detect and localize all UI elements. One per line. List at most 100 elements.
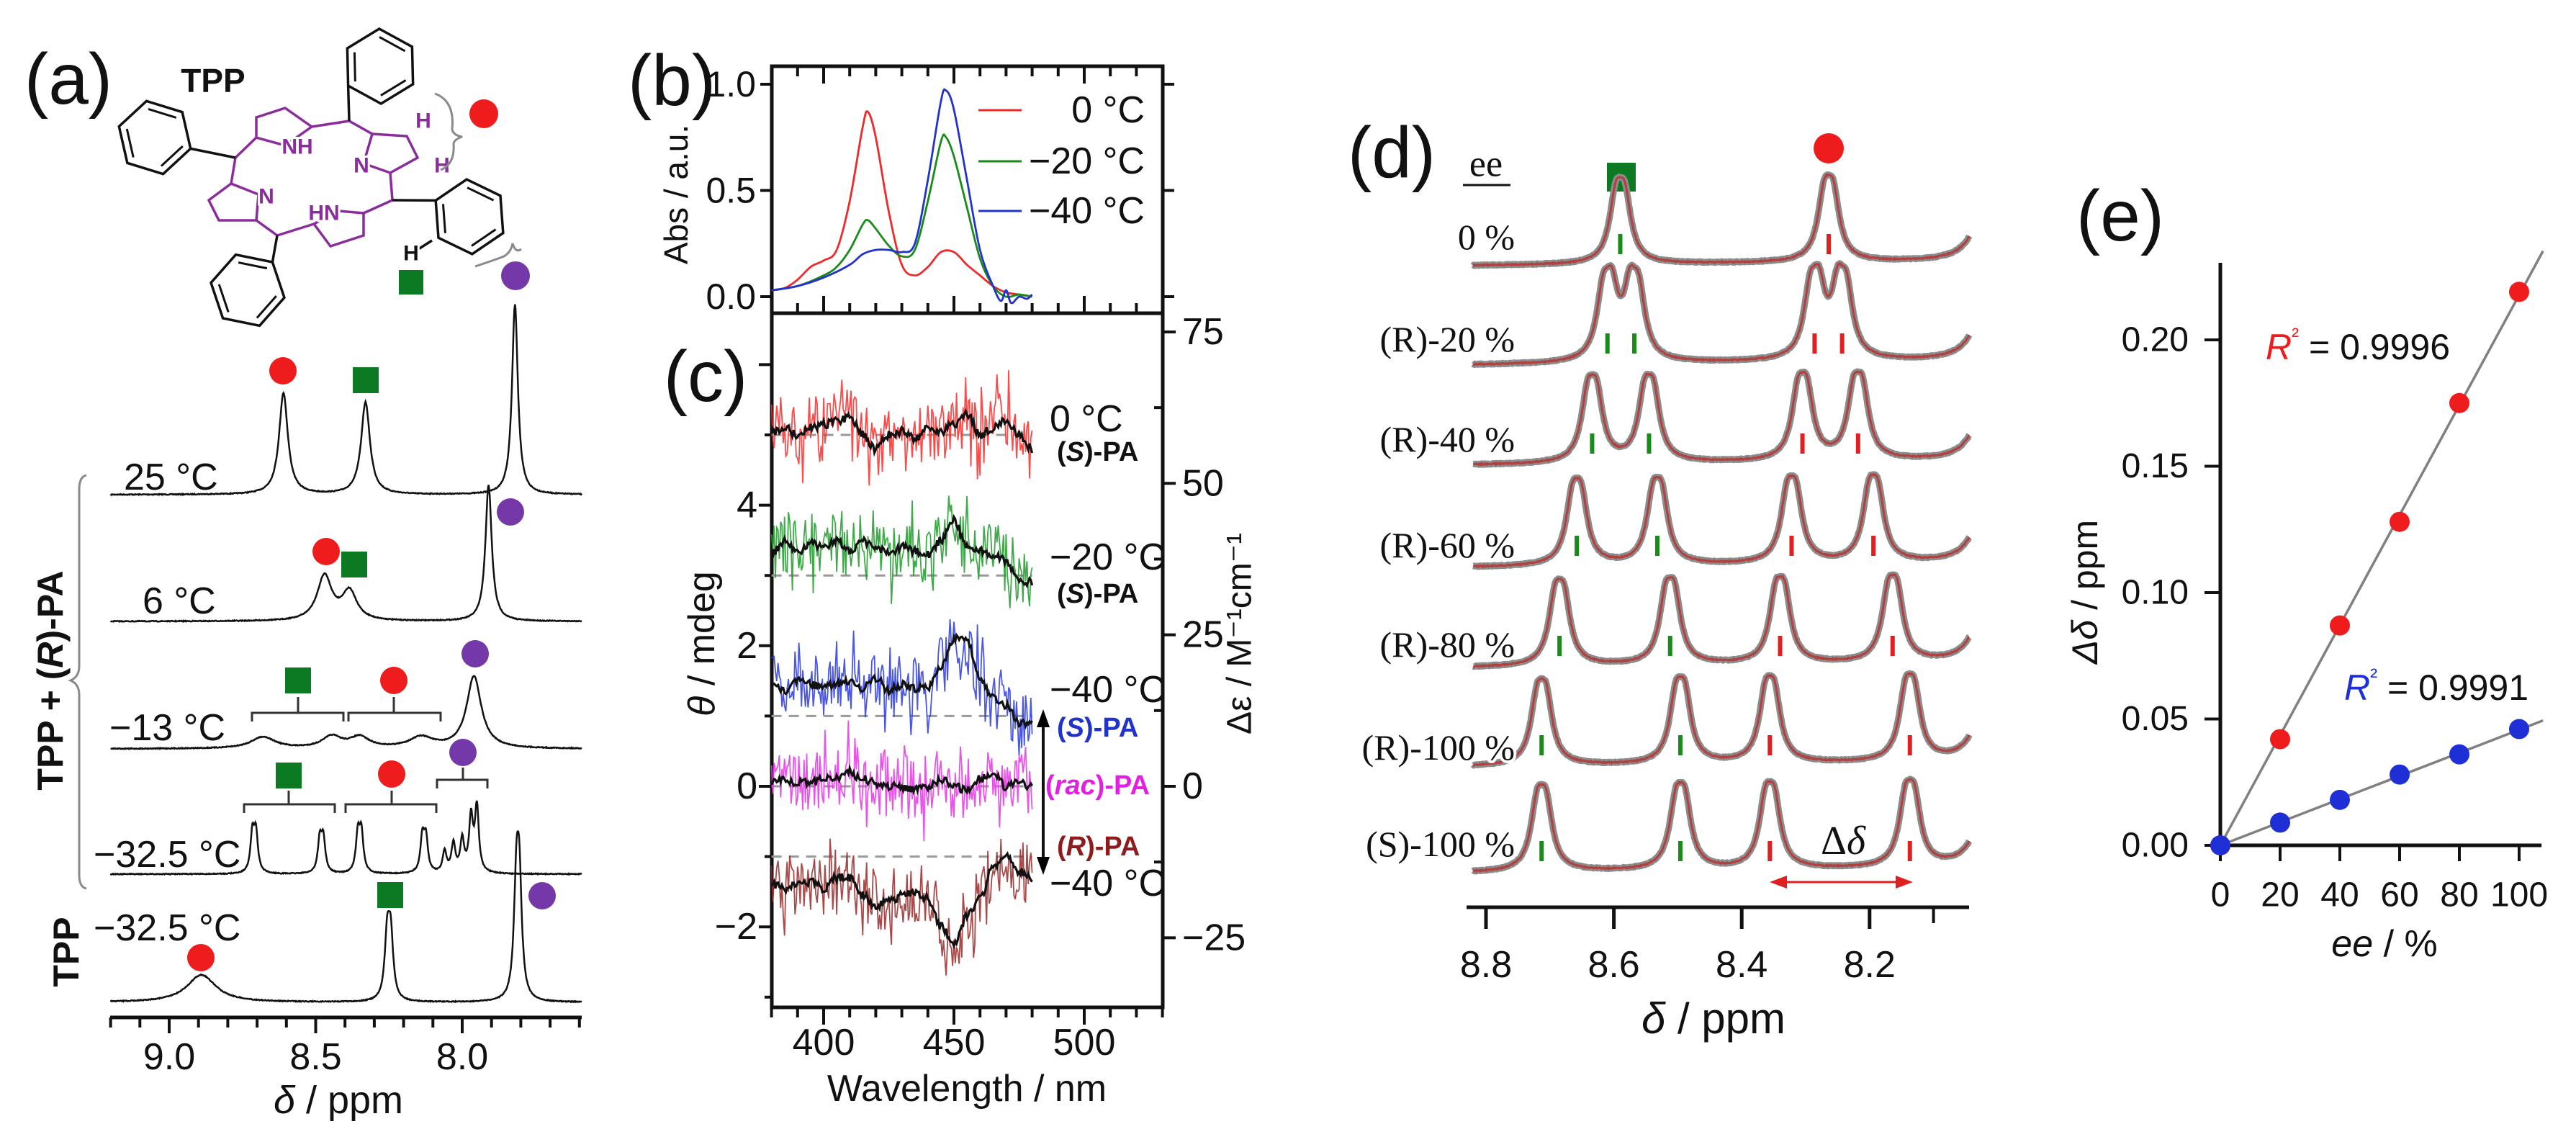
peak-marker-circle	[378, 760, 405, 788]
nmr-trace	[109, 800, 582, 876]
panel-b: (b) 0.0 0.5 1.0 Abs / a.u. 0 °C −20 °C −40 °C	[628, 40, 1174, 317]
ee-row-label: (R)-60 %	[1380, 525, 1515, 565]
marker-circle-red	[469, 99, 498, 128]
nmr-trace-fit	[1472, 572, 1970, 668]
group-label-tpp: TPP	[46, 917, 86, 986]
bond	[190, 147, 236, 159]
double-bond	[217, 284, 230, 313]
y-tick-label: −2	[715, 906, 757, 948]
right-tick-label: 50	[1182, 462, 1224, 504]
x-tick-label: 8.2	[1844, 944, 1896, 986]
group-label-tpp-pa: TPP + (R)-PA	[30, 570, 71, 790]
x-axis-label: δ / ppm	[1641, 994, 1785, 1043]
trace-temperature-label: 25 °C	[124, 457, 218, 498]
pyrrole-ring	[255, 107, 315, 147]
panel-d: (d) ee 0 % (R)-20 % (R)-40 % (R)-60 % (R)-80 %…	[1348, 112, 1973, 1043]
double-bond	[353, 52, 356, 82]
peak-marker-circle	[380, 667, 407, 694]
ee-row-label: (R)-40 %	[1380, 419, 1515, 459]
y-tick-label: 0.05	[2122, 700, 2189, 738]
ee-row-label: (R)-80 %	[1380, 624, 1515, 665]
atom-label: NH	[282, 135, 312, 159]
cd-spectrum-raw	[770, 495, 1033, 608]
y-tick-label: 0.00	[2122, 827, 2189, 865]
multiplet-bracket	[344, 791, 438, 813]
data-point	[2330, 789, 2350, 810]
x-tick-label: 8.0	[436, 1036, 488, 1078]
x-axis-label: Wavelength / nm	[827, 1068, 1107, 1110]
pyrrole-ring	[361, 132, 420, 174]
bond	[348, 120, 373, 135]
trace-temperature-label: −32.5 °C	[94, 907, 240, 949]
atom-label: HN	[308, 202, 339, 225]
right-tick-label: 0	[1182, 765, 1203, 807]
x-tick-label: 60	[2380, 876, 2418, 914]
arrow-head-up	[1037, 709, 1050, 727]
r-squared-label: R² = 0.9996	[2266, 324, 2450, 368]
trace-temperature-label: −32.5 °C	[94, 834, 240, 876]
nmr-trace-fit	[1472, 261, 1971, 367]
nmr-trace-fit	[1472, 778, 1971, 873]
y-tick-label: 0.10	[2122, 574, 2189, 612]
data-point	[2270, 729, 2290, 750]
panel-label-b: (b)	[628, 40, 716, 121]
marker-circle-purple	[501, 261, 530, 290]
data-point	[2330, 615, 2350, 636]
x-tick-label: 8.6	[1588, 944, 1639, 986]
cd-enantiomer-label: (S)-PA	[1057, 579, 1138, 609]
cd-enantiomer-label: (S)-PA	[1057, 713, 1138, 743]
atom-label: H	[415, 109, 431, 133]
cd-temperature-label: −40 °C	[1050, 669, 1166, 711]
ee-row-label: (S)-100 %	[1366, 824, 1515, 864]
bond	[346, 86, 351, 122]
multiplet-bracket	[243, 791, 336, 813]
absorption-spectrum	[771, 88, 1033, 305]
right-tick-label: 75	[1182, 311, 1224, 353]
multiplet-bracket	[436, 768, 489, 788]
y-tick-label: 2	[737, 625, 757, 667]
x-axis-label: ee / %	[2331, 923, 2437, 965]
cd-temperature-label: −20 °C	[1050, 536, 1166, 578]
panel-label-d: (d)	[1348, 112, 1436, 193]
y-axis-label: Abs / a.u.	[657, 125, 695, 264]
arrow-head-down	[1037, 857, 1050, 875]
cd-spectrum-smoothed	[770, 632, 1033, 730]
nmr-trace-experimental	[1470, 260, 1973, 368]
x-tick-label: 100	[2490, 876, 2548, 914]
bond	[230, 157, 237, 184]
cd-spectrum-raw	[770, 370, 1033, 486]
peak-marker-square	[285, 667, 311, 693]
y-tick-label: 4	[737, 485, 757, 526]
absorption-spectrum	[771, 110, 1032, 298]
peak-marker-circle	[528, 882, 556, 909]
nmr-trace	[109, 485, 582, 624]
atom-label: N	[353, 154, 369, 178]
phenyl-ring	[346, 27, 415, 106]
peak-marker-circle	[312, 538, 340, 565]
atom-label: H	[403, 242, 419, 266]
y-axis-label: θ / mdeg	[681, 571, 723, 716]
peak-marker-square	[377, 882, 403, 908]
nmr-trace-fit	[1472, 472, 1971, 569]
double-bond	[379, 36, 406, 53]
cd-spectrum-smoothed	[770, 408, 1034, 457]
y-tick-label: 0.0	[706, 276, 756, 317]
x-tick-label: 8.4	[1716, 944, 1767, 986]
y-axis-label: Δδ / ppm	[2065, 520, 2105, 665]
double-bond	[467, 186, 495, 202]
legend-label: 0 °C	[1071, 89, 1145, 131]
peak-marker-circle	[269, 357, 297, 385]
right-axis-label: Δε / M⁻¹cm⁻¹	[1221, 533, 1259, 734]
x-tick-label: 400	[793, 1022, 855, 1064]
nmr-trace	[109, 304, 583, 497]
data-point	[2270, 812, 2290, 833]
double-bond	[160, 145, 184, 167]
bond	[415, 239, 433, 252]
double-bond	[471, 228, 497, 247]
panel-e: (e) 0.00 0.05 0.10 0.15 0.20 0 20 40 60 80 100 ee / …	[2065, 176, 2548, 965]
panel-label-a: (a)	[24, 39, 112, 120]
marker-square-green	[399, 270, 423, 295]
delta-delta-annotation: Δδ	[1821, 819, 1866, 863]
